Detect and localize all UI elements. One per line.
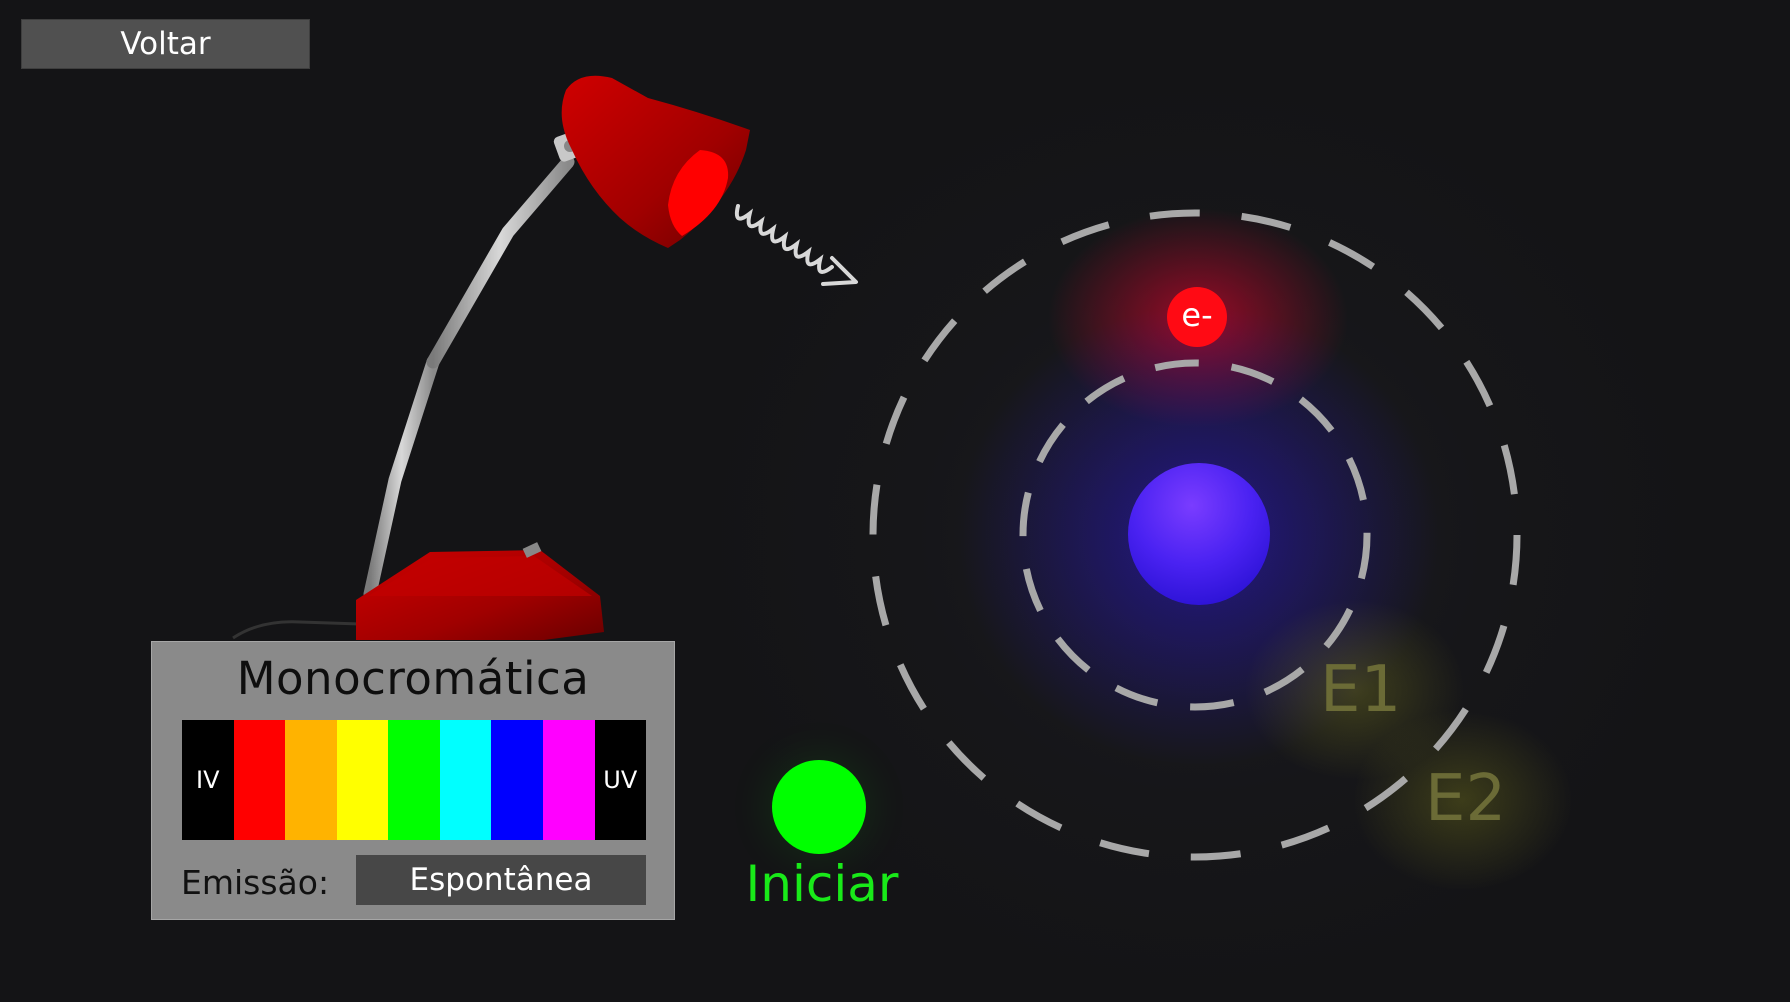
e2-glow bbox=[1352, 710, 1572, 890]
photon-wave-arrow bbox=[734, 204, 834, 274]
lamp-arm-upper bbox=[426, 155, 575, 369]
electron: e- bbox=[1167, 287, 1227, 347]
lamp-switch bbox=[522, 542, 542, 558]
orbit-outer bbox=[869, 209, 1521, 861]
start-button[interactable] bbox=[772, 760, 866, 854]
spectrum-swatch-red[interactable] bbox=[233, 720, 286, 840]
lamp-base-top bbox=[368, 556, 592, 596]
spectrum-swatch-magenta[interactable] bbox=[542, 720, 595, 840]
panel-title: Monocromática bbox=[236, 652, 590, 705]
lamp-arm-lower bbox=[363, 355, 440, 601]
emission-mode-select[interactable]: Espontânea bbox=[356, 855, 646, 905]
nucleus bbox=[1128, 463, 1270, 605]
spectrum-swatch-label: IV bbox=[196, 766, 220, 794]
lamp-bulb bbox=[668, 150, 729, 236]
light-settings-panel: Monocromática IV UV Emissão: Espontânea bbox=[151, 641, 675, 920]
emission-label: Emissão: bbox=[181, 863, 330, 902]
spectrum-swatch-cyan[interactable] bbox=[439, 720, 492, 840]
spectrum-swatch-uv[interactable]: UV bbox=[594, 720, 647, 840]
spectrum-selector: IV UV bbox=[182, 720, 647, 840]
spectrum-swatch-label: UV bbox=[603, 766, 638, 794]
energy-level-e2-label: E2 bbox=[1425, 762, 1507, 836]
energy-level-e1-label: E1 bbox=[1320, 653, 1402, 727]
back-button[interactable]: Voltar bbox=[21, 19, 310, 69]
spectrum-swatch-orange[interactable] bbox=[285, 720, 337, 840]
photon-arrow-head bbox=[821, 256, 858, 286]
start-label[interactable]: Iniciar bbox=[745, 855, 899, 913]
spectrum-swatch-blue[interactable] bbox=[491, 720, 543, 840]
spectrum-swatch-yellow[interactable] bbox=[336, 720, 389, 840]
spectrum-swatch-green[interactable] bbox=[388, 720, 440, 840]
spectrum-swatch-iv[interactable]: IV bbox=[182, 720, 234, 840]
desk-lamp bbox=[232, 75, 750, 640]
lamp-cable bbox=[232, 620, 361, 640]
orbit-inner bbox=[1019, 359, 1371, 711]
